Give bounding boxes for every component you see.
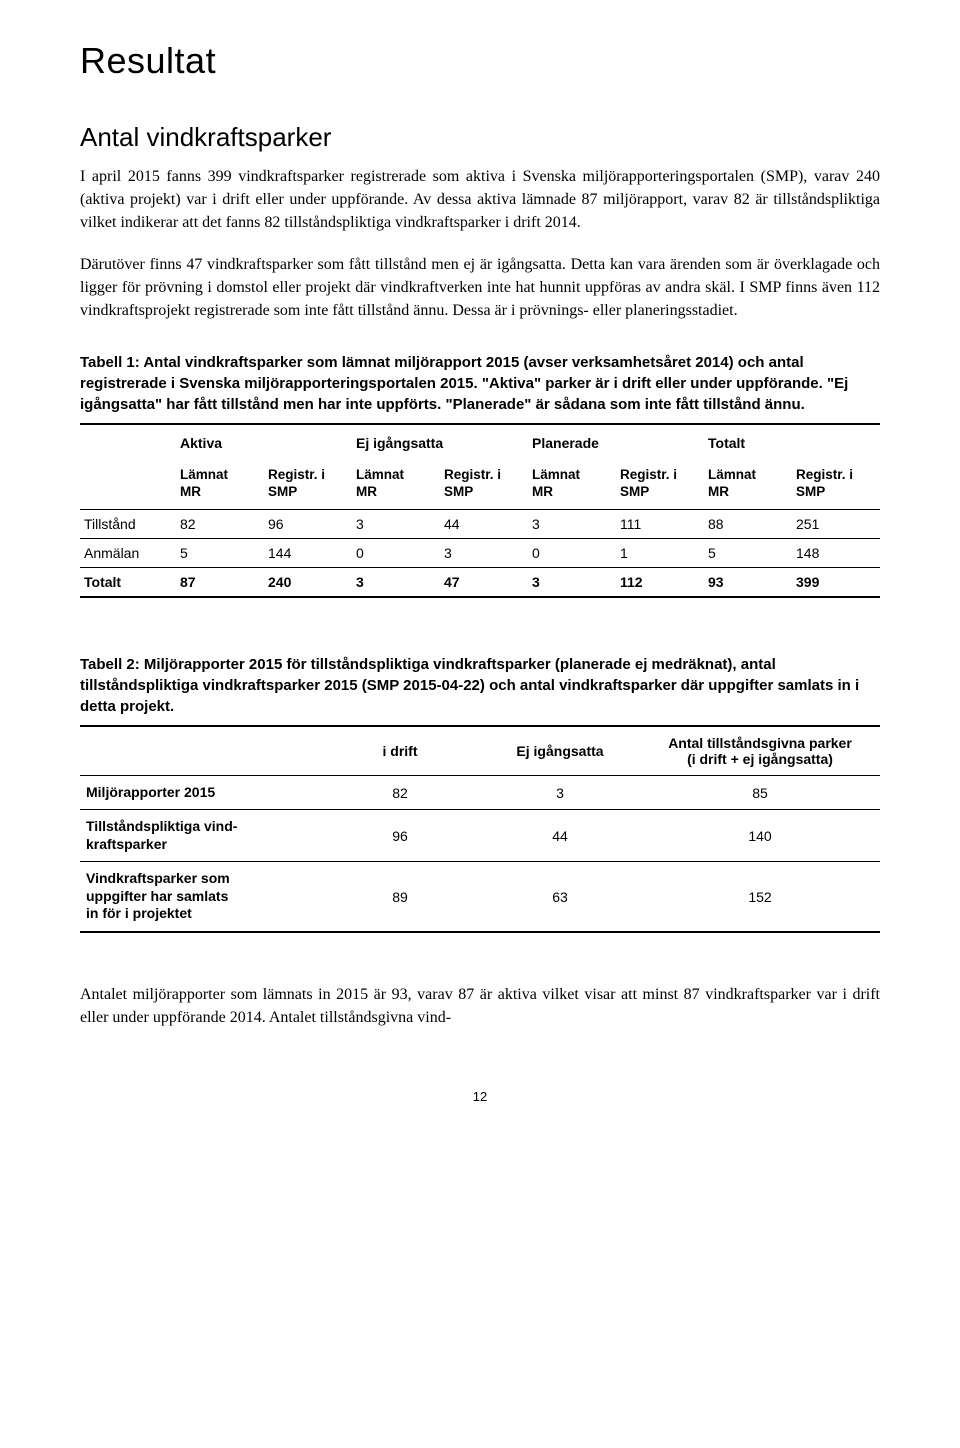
document-page: Resultat Antal vindkraftsparker I april … — [0, 0, 960, 1144]
cell: 0 — [352, 538, 440, 567]
cell: 240 — [264, 567, 352, 597]
table1-group-ej-igangsatta: Ej igångsatta — [352, 424, 528, 461]
row-label: Tillstånd — [80, 509, 176, 538]
cell: 5 — [704, 538, 792, 567]
cell: 1 — [616, 538, 704, 567]
table2-col-ej-igangsatta: Ej igångsatta — [480, 726, 640, 776]
cell: 96 — [264, 509, 352, 538]
cell: 140 — [640, 810, 880, 862]
table1-group-totalt: Totalt — [704, 424, 880, 461]
cell: 82 — [320, 775, 480, 810]
cell: 111 — [616, 509, 704, 538]
table1: Aktiva Ej igångsatta Planerade Totalt Lä… — [80, 423, 880, 598]
table-row: Tillstånd 82 96 3 44 3 111 88 251 — [80, 509, 880, 538]
cell: 5 — [176, 538, 264, 567]
row-label: Tillståndspliktiga vind-kraftsparker — [80, 810, 320, 862]
table1-subhead: LämnatMR — [352, 461, 440, 509]
row-label: Vindkraftsparker somuppgifter har samlat… — [80, 862, 320, 932]
cell: 144 — [264, 538, 352, 567]
cell: 0 — [528, 538, 616, 567]
table1-subhead: Registr. iSMP — [792, 461, 880, 509]
table1-group-aktiva: Aktiva — [176, 424, 352, 461]
table1-subhead: Registr. iSMP — [616, 461, 704, 509]
cell: 3 — [528, 567, 616, 597]
table-row: Tillståndspliktiga vind-kraftsparker 96 … — [80, 810, 880, 862]
cell: 44 — [480, 810, 640, 862]
page-number: 12 — [80, 1089, 880, 1104]
table1-subhead: Registr. iSMP — [264, 461, 352, 509]
cell: 3 — [480, 775, 640, 810]
cell: 93 — [704, 567, 792, 597]
table-row: Anmälan 5 144 0 3 0 1 5 148 — [80, 538, 880, 567]
table2-caption: Tabell 2: Miljörapporter 2015 för tillst… — [80, 654, 880, 717]
row-label: Totalt — [80, 567, 176, 597]
cell: 47 — [440, 567, 528, 597]
cell: 89 — [320, 862, 480, 932]
table2-col-antal: Antal tillståndsgivna parker(i drift + e… — [640, 726, 880, 776]
cell: 85 — [640, 775, 880, 810]
table1-group-planerade: Planerade — [528, 424, 704, 461]
cell: 3 — [352, 509, 440, 538]
cell: 148 — [792, 538, 880, 567]
cell: 87 — [176, 567, 264, 597]
table1-subhead: LämnatMR — [528, 461, 616, 509]
cell: 3 — [440, 538, 528, 567]
table2: i drift Ej igångsatta Antal tillståndsgi… — [80, 725, 880, 933]
row-label: Anmälan — [80, 538, 176, 567]
table-row-total: Totalt 87 240 3 47 3 112 93 399 — [80, 567, 880, 597]
table1-subhead: LämnatMR — [176, 461, 264, 509]
cell: 44 — [440, 509, 528, 538]
paragraph-3: Antalet miljörapporter som lämnats in 20… — [80, 983, 880, 1029]
table1-subhead: Registr. iSMP — [440, 461, 528, 509]
cell: 63 — [480, 862, 640, 932]
cell: 82 — [176, 509, 264, 538]
cell: 152 — [640, 862, 880, 932]
cell: 112 — [616, 567, 704, 597]
table-row: Miljörapporter 2015 82 3 85 — [80, 775, 880, 810]
row-label: Miljörapporter 2015 — [80, 775, 320, 810]
table-row: Vindkraftsparker somuppgifter har samlat… — [80, 862, 880, 932]
cell: 399 — [792, 567, 880, 597]
cell: 3 — [528, 509, 616, 538]
cell: 88 — [704, 509, 792, 538]
cell: 251 — [792, 509, 880, 538]
page-title: Resultat — [80, 40, 880, 82]
paragraph-1: I april 2015 fanns 399 vindkraftsparker … — [80, 165, 880, 235]
paragraph-2: Därutöver finns 47 vindkraftsparker som … — [80, 253, 880, 323]
table2-col-idrift: i drift — [320, 726, 480, 776]
cell: 3 — [352, 567, 440, 597]
table1-subhead: LämnatMR — [704, 461, 792, 509]
cell: 96 — [320, 810, 480, 862]
table1-caption: Tabell 1: Antal vindkraftsparker som läm… — [80, 352, 880, 415]
section-heading: Antal vindkraftsparker — [80, 122, 880, 153]
